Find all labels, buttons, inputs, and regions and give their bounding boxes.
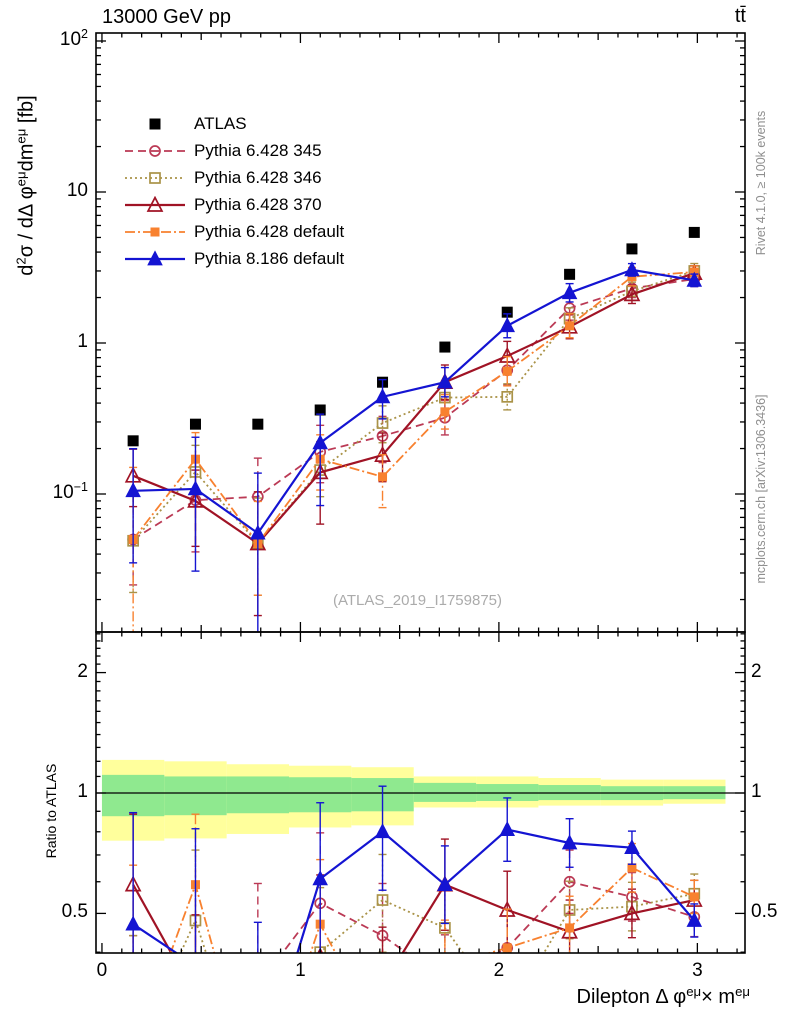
series-p8_def-main bbox=[125, 261, 703, 632]
x-tick-label: 0 bbox=[96, 960, 108, 981]
x-tick-label: 1 bbox=[295, 960, 306, 981]
x-tick-label: 3 bbox=[692, 960, 703, 981]
legend-item-p6_370: Pythia 6.428 370 bbox=[123, 191, 344, 218]
rivet-version-credit: Rivet 4.1.0, ≥ 100k events bbox=[754, 110, 768, 256]
main-y-tick-label: 10 bbox=[66, 180, 88, 201]
legend-item-p8_def: Pythia 8.186 default bbox=[123, 245, 344, 272]
mcplots-credit: mcplots.cern.ch [arXiv:1306.3436] bbox=[754, 394, 768, 584]
legend-marker-p6_def bbox=[125, 227, 185, 236]
ratio-y-tick-label-left: 0.5 bbox=[61, 901, 88, 923]
legend-label: Pythia 6.428 370 bbox=[194, 194, 322, 214]
legend-marker-p8_def bbox=[125, 249, 185, 265]
main-y-tick-label: 1 bbox=[77, 331, 88, 352]
x-tick-label: 2 bbox=[493, 960, 505, 981]
legend-marker-p6_346 bbox=[125, 171, 185, 184]
ratio-y-tick-label-right: 0.5 bbox=[751, 901, 778, 923]
legend: ATLAS Pythia 6.428 345 Pythia 6.428 346 Pyt… bbox=[123, 110, 344, 272]
main-y-tick-label: 102 bbox=[59, 27, 88, 50]
axis-ticks bbox=[96, 33, 745, 953]
legend-marker-atlas bbox=[149, 118, 161, 129]
legend-label: Pythia 6.428 default bbox=[194, 221, 345, 241]
legend-item-atlas: ATLAS bbox=[123, 110, 344, 137]
analysis-watermark: (ATLAS_2019_I1759875) bbox=[332, 592, 502, 609]
series-p6_346-main bbox=[127, 262, 701, 596]
main-y-tick-label: 10−1 bbox=[52, 480, 88, 503]
ratio-y-tick-label-left: 2 bbox=[77, 660, 88, 682]
legend-item-p6_345: Pythia 6.428 345 bbox=[123, 137, 344, 164]
ratio-y-tick-label-right: 1 bbox=[751, 781, 762, 802]
process-label: tt̄ bbox=[734, 5, 746, 27]
ratio-y-tick-label-left: 1 bbox=[77, 781, 88, 802]
legend-label: Pythia 6.428 345 bbox=[194, 140, 322, 160]
legend-label: ATLAS bbox=[194, 113, 247, 133]
x-axis-label: Dilepton Δ φeμ× meμ bbox=[576, 983, 751, 1008]
legend-item-p6_346: Pythia 6.428 346 bbox=[123, 164, 344, 191]
ratio-y-axis-label: Ratio to ATLAS bbox=[43, 763, 59, 859]
series-p8_def-ratio bbox=[125, 785, 703, 953]
series-p6_345-main bbox=[127, 270, 701, 586]
legend-item-p6_def: Pythia 6.428 default bbox=[123, 218, 344, 245]
legend-label: Pythia 8.186 default bbox=[194, 248, 345, 268]
series-p6_370-main bbox=[124, 263, 703, 617]
legend-marker-p6_345 bbox=[125, 144, 185, 157]
page-title: 13000 GeV pp bbox=[102, 6, 231, 28]
ratio-y-tick-label-right: 2 bbox=[751, 660, 762, 682]
legend-label: Pythia 6.428 346 bbox=[194, 167, 322, 187]
legend-marker-p6_370 bbox=[125, 195, 185, 212]
